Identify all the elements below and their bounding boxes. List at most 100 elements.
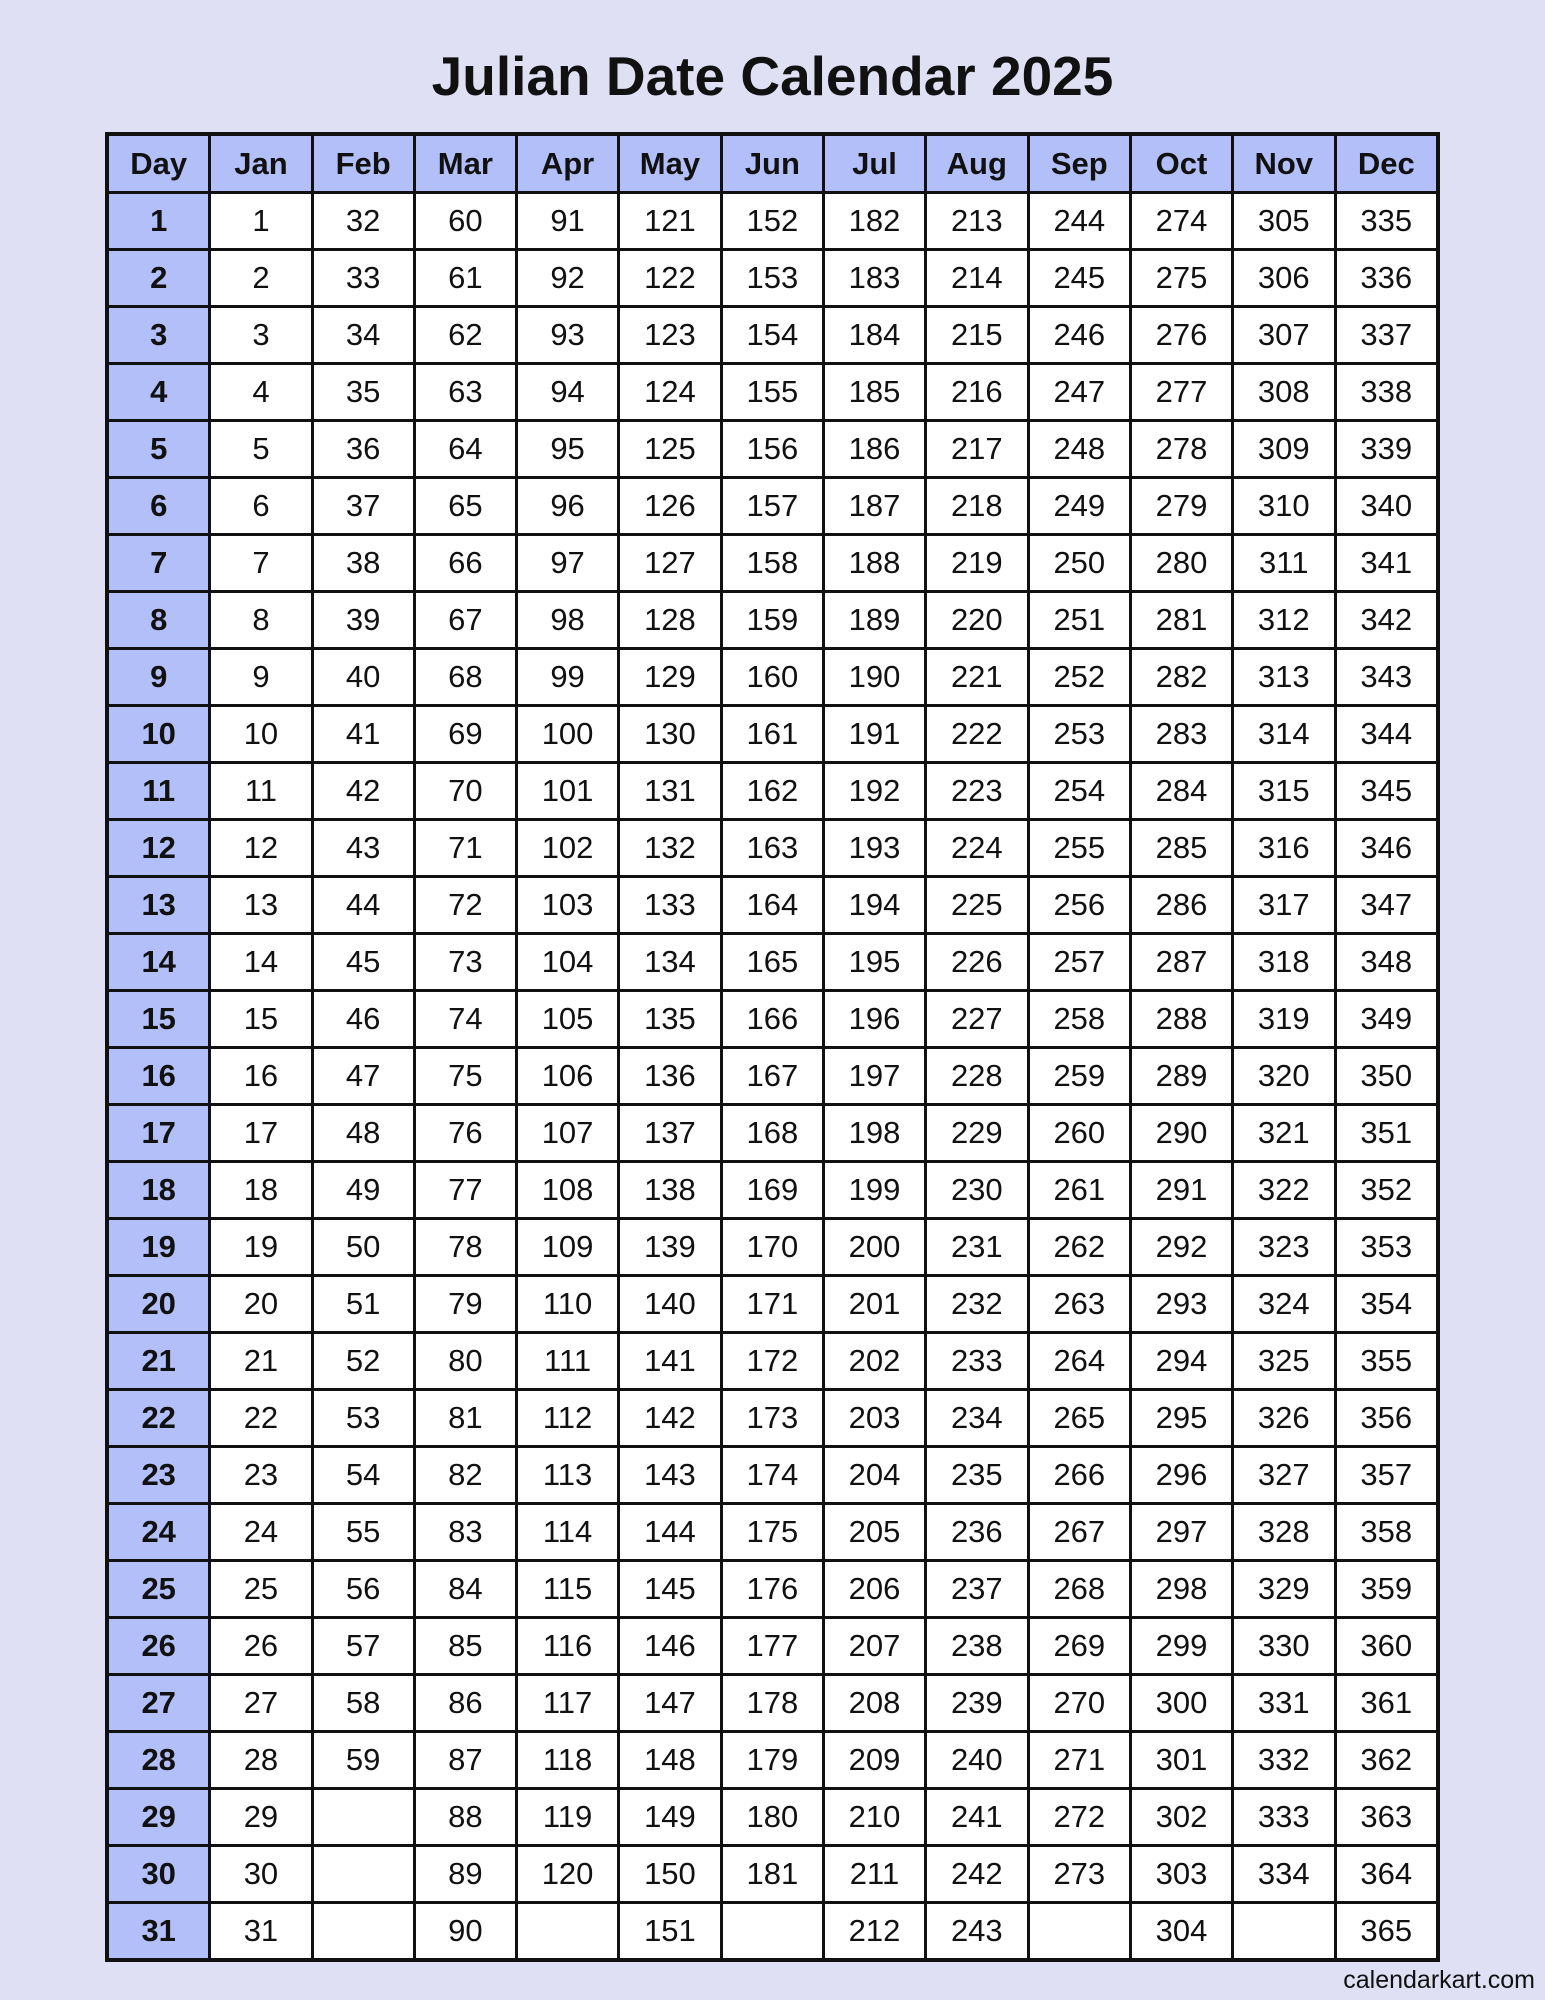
julian-day-cell: 252 xyxy=(1026,647,1133,707)
day-number-cell: 8 xyxy=(105,590,212,650)
julian-day-cell: 10 xyxy=(208,704,314,764)
julian-day-cell: 20 xyxy=(208,1274,314,1334)
julian-day-cell: 289 xyxy=(1129,1046,1234,1106)
julian-day-cell: 202 xyxy=(822,1331,927,1391)
julian-day-cell: 128 xyxy=(617,590,723,650)
julian-day-cell: 204 xyxy=(822,1445,927,1505)
day-number-cell: 22 xyxy=(105,1388,212,1448)
julian-day-cell: 2 xyxy=(208,248,314,308)
julian-day-cell: 213 xyxy=(924,191,1030,251)
julian-day-cell: 171 xyxy=(719,1274,826,1334)
julian-day-cell xyxy=(514,1901,621,1962)
julian-day-cell: 163 xyxy=(719,818,826,878)
julian-day-cell: 288 xyxy=(1129,989,1234,1049)
day-number-cell: 1 xyxy=(105,191,212,251)
julian-day-cell: 4 xyxy=(208,362,314,422)
julian-day-cell: 266 xyxy=(1026,1445,1133,1505)
julian-day-cell: 23 xyxy=(208,1445,314,1505)
julian-day-cell: 3 xyxy=(208,305,314,365)
table-row: 9 9 40 68 99 129 160 190 221 252 282 313 343 xyxy=(105,647,1440,707)
julian-day-cell: 339 xyxy=(1333,419,1440,479)
julian-day-cell: 319 xyxy=(1231,989,1337,1049)
julian-day-cell: 137 xyxy=(617,1103,723,1163)
julian-day-cell: 34 xyxy=(310,305,416,365)
julian-day-cell: 258 xyxy=(1026,989,1133,1049)
table-row: 6 6 37 65 96 126 157 187 218 249 279 310 340 xyxy=(105,476,1440,536)
table-row: 12 12 43 71 102 132 163 193 224 255 285 316 346 xyxy=(105,818,1440,878)
julian-day-cell: 115 xyxy=(514,1559,621,1619)
julian-day-cell: 327 xyxy=(1231,1445,1337,1505)
julian-day-cell: 326 xyxy=(1231,1388,1337,1448)
julian-day-cell: 320 xyxy=(1231,1046,1337,1106)
julian-day-cell: 275 xyxy=(1129,248,1234,308)
day-number-cell: 29 xyxy=(105,1787,212,1847)
julian-day-cell: 325 xyxy=(1231,1331,1337,1391)
julian-day-cell: 140 xyxy=(617,1274,723,1334)
julian-day-cell: 151 xyxy=(617,1901,723,1962)
julian-day-cell: 330 xyxy=(1231,1616,1337,1676)
julian-day-cell: 85 xyxy=(412,1616,519,1676)
table-row: 2 2 33 61 92 122 153 183 214 245 275 306 336 xyxy=(105,248,1440,308)
julian-day-cell: 134 xyxy=(617,932,723,992)
julian-day-cell: 38 xyxy=(310,533,416,593)
julian-day-cell: 191 xyxy=(822,704,927,764)
julian-day-cell: 72 xyxy=(412,875,519,935)
julian-day-cell: 168 xyxy=(719,1103,826,1163)
julian-day-cell: 26 xyxy=(208,1616,314,1676)
julian-day-cell: 195 xyxy=(822,932,927,992)
julian-day-cell: 301 xyxy=(1129,1730,1234,1790)
julian-day-cell: 270 xyxy=(1026,1673,1133,1733)
julian-day-cell: 245 xyxy=(1026,248,1133,308)
day-number-cell: 14 xyxy=(105,932,212,992)
header-day: Day xyxy=(105,132,212,194)
julian-day-cell: 241 xyxy=(924,1787,1030,1847)
julian-day-cell: 74 xyxy=(412,989,519,1049)
table-row: 11 11 42 70 101 131 162 192 223 254 284 315 345 xyxy=(105,761,1440,821)
day-number-cell: 23 xyxy=(105,1445,212,1505)
julian-day-cell: 271 xyxy=(1026,1730,1133,1790)
julian-day-cell xyxy=(310,1844,416,1904)
day-number-cell: 20 xyxy=(105,1274,212,1334)
day-number-cell: 26 xyxy=(105,1616,212,1676)
julian-day-cell: 197 xyxy=(822,1046,927,1106)
julian-day-cell: 47 xyxy=(310,1046,416,1106)
julian-day-cell: 187 xyxy=(822,476,927,536)
julian-day-cell xyxy=(1026,1901,1133,1962)
julian-day-cell: 43 xyxy=(310,818,416,878)
day-number-cell: 18 xyxy=(105,1160,212,1220)
julian-day-cell: 118 xyxy=(514,1730,621,1790)
julian-day-cell: 272 xyxy=(1026,1787,1133,1847)
julian-day-cell: 92 xyxy=(514,248,621,308)
julian-day-cell: 365 xyxy=(1333,1901,1440,1962)
julian-day-cell: 125 xyxy=(617,419,723,479)
julian-day-cell: 14 xyxy=(208,932,314,992)
table-row: 8 8 39 67 98 128 159 189 220 251 281 312 342 xyxy=(105,590,1440,650)
julian-day-cell: 87 xyxy=(412,1730,519,1790)
julian-day-cell: 56 xyxy=(310,1559,416,1619)
julian-day-cell: 135 xyxy=(617,989,723,1049)
julian-day-cell: 6 xyxy=(208,476,314,536)
julian-day-cell: 32 xyxy=(310,191,416,251)
julian-day-cell: 268 xyxy=(1026,1559,1133,1619)
table-row: 13 13 44 72 103 133 164 194 225 256 286 317 347 xyxy=(105,875,1440,935)
julian-day-cell: 324 xyxy=(1231,1274,1337,1334)
julian-day-cell: 309 xyxy=(1231,419,1337,479)
julian-day-cell: 229 xyxy=(924,1103,1030,1163)
day-number-cell: 27 xyxy=(105,1673,212,1733)
julian-day-cell: 179 xyxy=(719,1730,826,1790)
julian-day-cell: 345 xyxy=(1333,761,1440,821)
julian-day-cell: 362 xyxy=(1333,1730,1440,1790)
julian-day-cell: 180 xyxy=(719,1787,826,1847)
julian-day-cell: 132 xyxy=(617,818,723,878)
julian-day-cell: 155 xyxy=(719,362,826,422)
julian-day-cell: 33 xyxy=(310,248,416,308)
julian-day-cell: 216 xyxy=(924,362,1030,422)
julian-day-cell: 352 xyxy=(1333,1160,1440,1220)
julian-day-cell: 102 xyxy=(514,818,621,878)
day-number-cell: 6 xyxy=(105,476,212,536)
julian-day-cell: 340 xyxy=(1333,476,1440,536)
julian-day-cell: 174 xyxy=(719,1445,826,1505)
julian-day-cell: 127 xyxy=(617,533,723,593)
julian-day-cell: 328 xyxy=(1231,1502,1337,1562)
julian-day-cell: 57 xyxy=(310,1616,416,1676)
